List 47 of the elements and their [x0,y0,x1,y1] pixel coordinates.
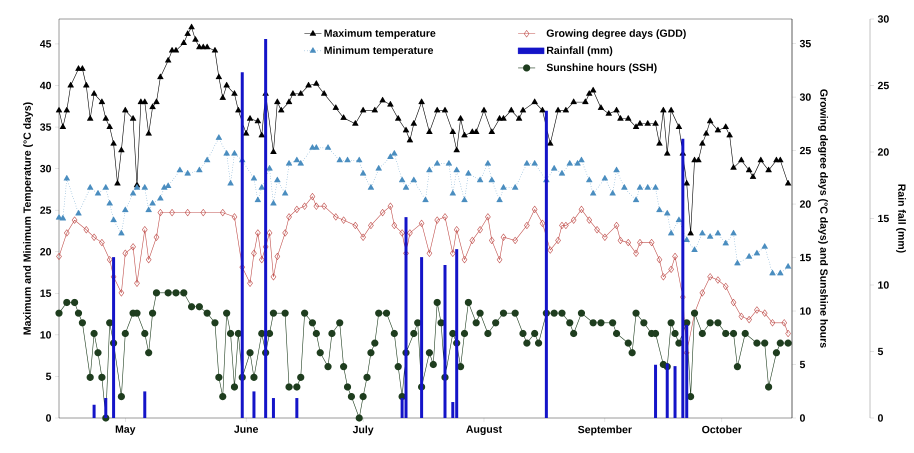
bar [681,138,684,418]
y3-tick-label: 15 [878,214,889,222]
x-tick-label: September [578,426,632,436]
bar [295,398,298,418]
x-tick-label: July [352,426,374,436]
x-tick-label: May [116,426,136,435]
y-tick-label: 20 [40,248,52,256]
y2-tick-label: 25 [800,146,811,154]
x-tick-label: August [466,426,502,435]
y-tick-label: 30 [40,164,52,172]
legend-label: Maximum temperature [324,29,436,39]
y2-tick-label: 5 [800,360,806,368]
y2-tick-label: 35 [800,40,811,48]
y-tick-label: 0 [46,414,52,422]
bar [674,366,677,418]
y-tick-label: 25 [40,206,52,214]
bar [92,404,96,418]
legend-label: Sunshine hours (SSH) [546,63,657,74]
y-tick-label: 5 [46,372,52,380]
y2-tick-label: 15 [800,254,811,262]
legend-label: Minimum temperature [324,46,434,56]
bar [143,391,146,418]
y2-tick-label: 30 [800,93,811,101]
legend-label: Rainfall (mm) [547,46,612,56]
y3-tick-label: 10 [878,281,889,289]
y2-tick-label: 20 [800,200,811,208]
y-axis-title: Maximum and Minimum Temperature (°C days) [23,102,33,334]
bar [654,364,658,418]
x-tick-label: June [234,426,258,433]
y3-tick-label: 30 [878,15,889,23]
y3-tick-label: 20 [878,148,889,156]
y-tick-label: 10 [40,331,52,339]
y3-tick-label: 5 [878,348,884,356]
y2-axis-title: Growing degree days (°C days) and Sunshine hours [818,89,828,348]
y2-tick-label: 10 [800,307,811,315]
y-tick-label: 15 [40,290,52,297]
y3-tick-label: 25 [878,82,889,90]
bar [272,398,275,418]
y-tick-label: 45 [40,40,52,48]
y2-tick-label: 0 [800,414,805,422]
bar [252,391,256,418]
legend-label: Growing degree days (GDD) [546,29,686,40]
y3-axis-title: Rain fall (mm) [896,184,906,253]
y-tick-label: 35 [40,123,52,131]
y-tick-label: 40 [40,82,52,90]
x-tick-label: October [702,426,742,434]
y3-tick-label: 0 [878,414,883,422]
